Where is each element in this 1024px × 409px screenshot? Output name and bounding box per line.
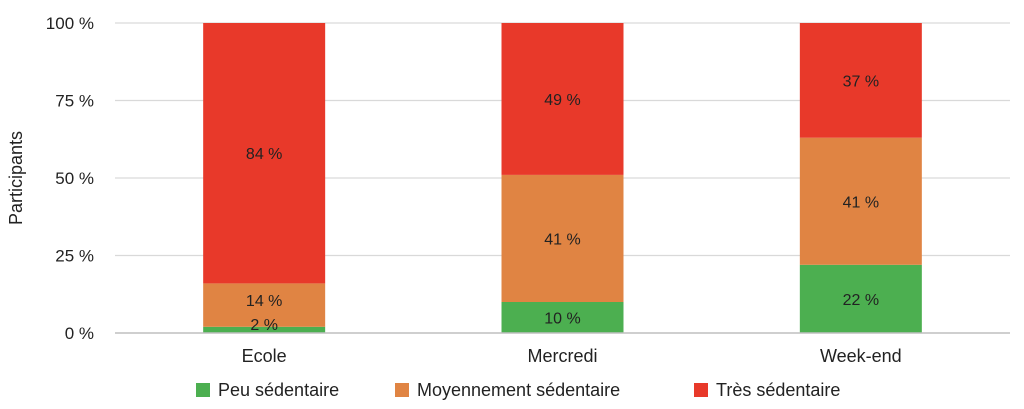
y-tick-label: 100 % (46, 14, 94, 33)
legend-swatch (395, 383, 409, 397)
bar-segment (501, 23, 624, 175)
legend: Peu sédentaire Moyennement sédentaire Très… (196, 380, 840, 400)
data-label: 41 % (843, 194, 879, 211)
bar-segment (203, 326, 326, 333)
data-label: 22 % (843, 292, 879, 309)
legend-label: Très sédentaire (716, 380, 840, 400)
data-label: 10 % (544, 311, 580, 328)
legend-swatch (196, 383, 210, 397)
legend-label: Moyennement sédentaire (417, 380, 620, 400)
axes: 0 % 25 % 50 % 75 % 100 % Ecole Mercredi Week-en… (46, 14, 1010, 366)
bar-segment (203, 283, 326, 327)
y-tick-label: 75 % (55, 92, 94, 111)
bar-segment (799, 137, 922, 265)
x-tick-label: Mercredi (527, 346, 597, 366)
legend-swatch (694, 383, 708, 397)
bar-segment (799, 264, 922, 333)
data-label: 37 % (843, 73, 879, 90)
data-label: 41 % (544, 231, 580, 248)
bar-segment (501, 174, 624, 302)
data-label: 49 % (544, 92, 580, 109)
y-tick-label: 50 % (55, 169, 94, 188)
y-axis-label: Participants (6, 131, 26, 225)
x-tick-label: Ecole (242, 346, 287, 366)
data-labels: 2 % 14 % 84 % 10 % 41 % 49 % 22 % 41 % 37 % (246, 73, 879, 334)
data-label: 84 % (246, 146, 282, 163)
bar-segment (799, 23, 922, 138)
data-label: 2 % (250, 317, 278, 334)
bar-segment (203, 23, 326, 284)
legend-label: Peu sédentaire (218, 380, 339, 400)
x-tick-label: Week-end (820, 346, 902, 366)
bars (203, 23, 922, 333)
bar-segment (501, 302, 624, 333)
y-tick-label: 25 % (55, 247, 94, 266)
data-label: 14 % (246, 293, 282, 310)
y-tick-label: 0 % (65, 324, 94, 343)
